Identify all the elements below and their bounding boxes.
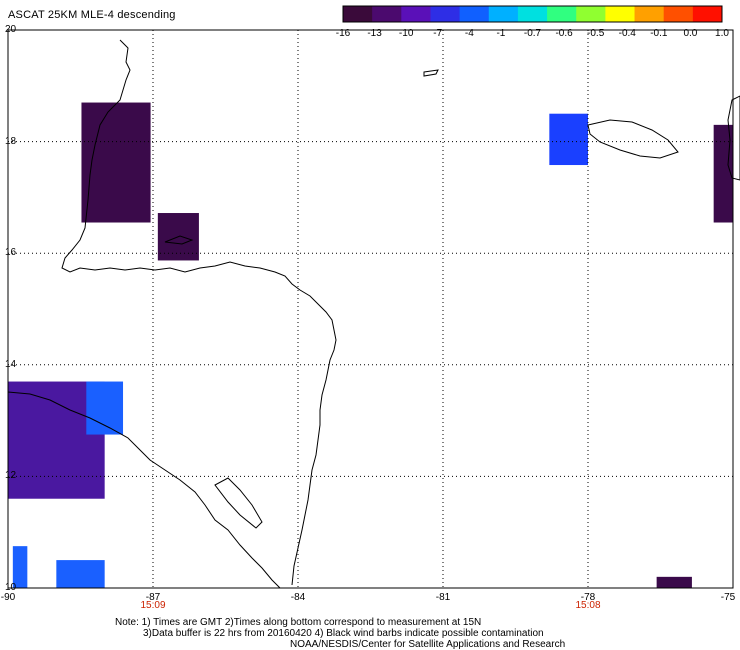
swath-cell bbox=[81, 102, 151, 223]
longitude-label: -75 bbox=[720, 592, 736, 603]
latitude-label: 14 bbox=[5, 358, 17, 370]
pass-time-label: 15:09 bbox=[140, 600, 166, 611]
nicoya-peninsula bbox=[214, 477, 263, 529]
longitude-label: -81 bbox=[435, 592, 451, 603]
swath-cell bbox=[713, 124, 733, 223]
colorbar-swatch bbox=[430, 6, 461, 22]
jamaica-coast bbox=[587, 119, 679, 159]
colorbar-swatch bbox=[459, 6, 490, 22]
colorbar-border bbox=[342, 5, 723, 23]
colorbar-swatch bbox=[401, 6, 431, 22]
coastline bbox=[7, 39, 740, 589]
colorbar-tick-label: 0.0 bbox=[683, 28, 698, 39]
colorbar-tick-label: -16 bbox=[335, 28, 351, 39]
swath-cell bbox=[86, 381, 124, 435]
colorbar bbox=[342, 5, 723, 23]
colorbar-swatch bbox=[343, 6, 373, 22]
latitude-label: 18 bbox=[5, 135, 17, 147]
colorbar-tick-label: 1.0 bbox=[715, 28, 729, 39]
latitude-label: 12 bbox=[5, 470, 17, 482]
note-line-3: NOAA/NESDIS/Center for Satellite Applica… bbox=[290, 639, 566, 650]
longitude-label: -87 bbox=[145, 592, 161, 603]
longitude-label: -84 bbox=[290, 592, 306, 603]
cayman-island bbox=[423, 69, 439, 77]
colorbar-tick-label: -10 bbox=[398, 28, 414, 39]
colorbar-swatch bbox=[605, 6, 636, 22]
swath-cells bbox=[8, 102, 733, 588]
swath-cell bbox=[549, 113, 588, 166]
product-title: ASCAT 25KM MLE-4 descending bbox=[8, 9, 176, 21]
colorbar-swatch bbox=[547, 6, 577, 22]
colorbar-swatch bbox=[517, 6, 548, 22]
longitude-label: -78 bbox=[580, 592, 596, 603]
swath-cell bbox=[12, 546, 28, 588]
colorbar-tick-label: -7 bbox=[433, 28, 443, 39]
colorbar-swatch bbox=[663, 6, 694, 22]
colorbar-swatch bbox=[692, 6, 723, 22]
colorbar-tick-label: -0.7 bbox=[523, 28, 542, 39]
honduras-islands bbox=[164, 235, 194, 245]
colorbar-swatch bbox=[576, 6, 606, 22]
map-frame bbox=[7, 29, 734, 589]
yucatan-belize-coast bbox=[61, 39, 337, 586]
colorbar-tick-label: -0.1 bbox=[650, 28, 668, 39]
colorbar-swatch bbox=[372, 6, 402, 22]
colorbar-swatch bbox=[634, 6, 665, 22]
colorbar-swatch bbox=[488, 6, 519, 22]
pass-time-label: 15:08 bbox=[575, 600, 601, 611]
hispaniola-coast bbox=[727, 95, 740, 181]
swath-cell bbox=[56, 560, 105, 588]
latitude-label: 20 bbox=[5, 24, 17, 35]
colorbar-tick-label: -0.4 bbox=[618, 28, 636, 39]
pacific-coast bbox=[7, 391, 281, 589]
colorbar-tick-label: -0.5 bbox=[587, 28, 605, 39]
latitude-label: 10 bbox=[5, 582, 17, 593]
latitude-label: 16 bbox=[5, 247, 17, 259]
longitude-label: -90 bbox=[0, 592, 16, 603]
swath-cell bbox=[656, 576, 692, 588]
note-line-1: Note: 1) Times are GMT 2)Times along bot… bbox=[115, 617, 482, 628]
note-line-2: 3)Data buffer is 22 hrs from 20160420 4)… bbox=[143, 628, 544, 639]
colorbar-tick-label: -13 bbox=[367, 28, 382, 39]
colorbar-tick-label: -0.6 bbox=[555, 28, 573, 39]
colorbar-tick-label: -4 bbox=[464, 28, 474, 39]
colorbar-tick-label: -1 bbox=[496, 28, 506, 39]
